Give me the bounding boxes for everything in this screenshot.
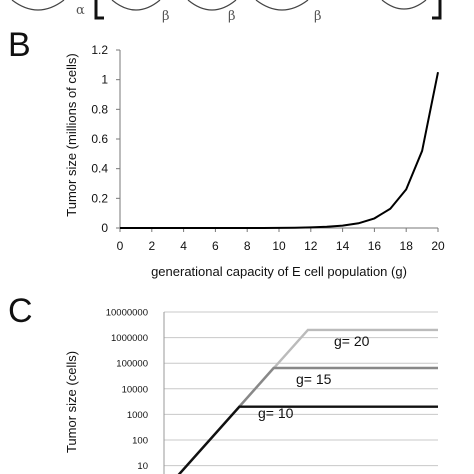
y-tick-label-b: 0.2 <box>91 191 108 205</box>
cell-shape-3 <box>187 0 237 11</box>
y-tick-label-c: 10000 <box>122 384 148 395</box>
y-tick-label-b: 0.8 <box>91 102 108 116</box>
y-tick-label-c: 10000000 <box>106 308 148 319</box>
x-tick-label-b: 4 <box>180 239 187 253</box>
y-tick-label-c: 1000000 <box>111 333 148 344</box>
panel-letter-c: C <box>8 292 33 330</box>
series-group-c <box>177 328 438 474</box>
series-line-c <box>177 405 438 474</box>
x-tick-label-b: 6 <box>212 239 219 253</box>
y-tick-label-b: 1 <box>101 73 108 87</box>
x-tick-label-b: 14 <box>336 239 350 253</box>
bracket-left <box>94 0 104 20</box>
series-line-b <box>120 72 439 229</box>
x-tick-label-b: 20 <box>431 239 445 253</box>
greek-label-beta-2: β <box>228 9 236 24</box>
y-axis-title-c: Tumor size (cells) <box>64 351 79 453</box>
x-tick-label-b: 10 <box>272 239 286 253</box>
y-axis-title-b: Tumor size (millions of cells) <box>64 53 79 217</box>
greek-label-beta-1: β <box>162 9 170 24</box>
chart-b: 0 0.2 0.4 0.6 0.8 1 1.2 0 2 4 6 8 10 12 14 16 18 20 genera… <box>64 43 445 279</box>
greek-label-alpha: α <box>76 3 85 18</box>
cell-shape-4 <box>255 0 309 11</box>
y-tick-label-b: 0 <box>101 221 108 235</box>
x-tick-label-b: 2 <box>148 239 155 253</box>
y-tick-label-c: 10 <box>137 461 148 472</box>
y-tick-label-b: 0.6 <box>91 132 108 146</box>
x-tick-label-b: 8 <box>244 239 251 253</box>
chart-c: 10000000 1000000 100000 10000 1000 100 10 Tumor… <box>64 308 438 474</box>
y-tick-label-b: 1.2 <box>91 43 108 57</box>
x-tick-label-b: 18 <box>400 239 414 253</box>
top-strip: α β β β <box>11 0 442 24</box>
y-tick-label-c: 100 <box>132 436 148 447</box>
x-tick-label-b: 0 <box>117 239 124 253</box>
x-axis-title-b: generational capacity of E cell populati… <box>151 264 407 279</box>
series-label-c: g= 20 <box>334 333 370 349</box>
cell-shape-5 <box>381 0 427 10</box>
cell-shape-1 <box>11 0 65 11</box>
cell-shape-2 <box>111 0 161 11</box>
series-label-c: g= 15 <box>296 371 332 387</box>
x-tick-label-b: 12 <box>304 239 318 253</box>
y-tick-label-c: 1000 <box>127 410 148 421</box>
y-tick-label-b: 0.4 <box>91 162 108 176</box>
y-tick-label-c: 100000 <box>116 359 148 370</box>
series-line-c <box>177 328 438 474</box>
panel-letter-b: B <box>8 26 31 64</box>
series-label-c: g= 10 <box>258 405 294 421</box>
x-tick-label-b: 16 <box>368 239 382 253</box>
bracket-right <box>432 0 442 20</box>
greek-label-beta-3: β <box>314 9 322 24</box>
